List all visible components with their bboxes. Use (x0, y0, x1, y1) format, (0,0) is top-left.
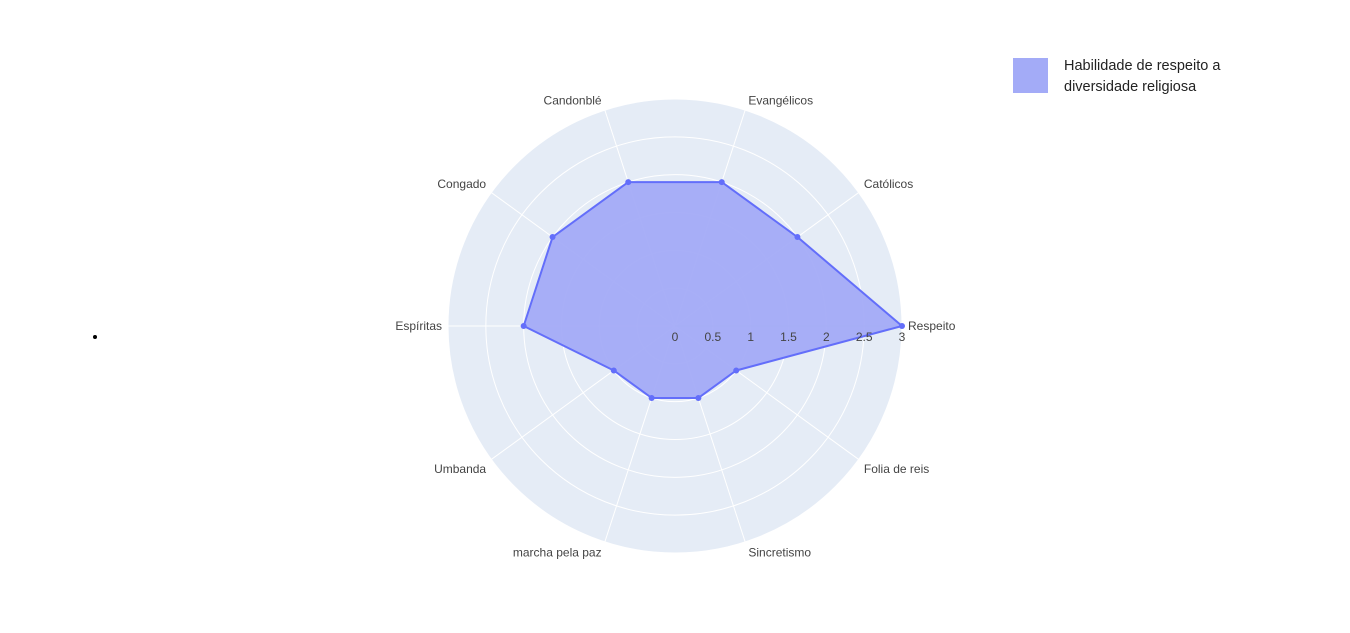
data-point-2[interactable] (794, 234, 801, 241)
series-layer (520, 179, 905, 401)
category-label: Católicos (864, 177, 913, 191)
data-point-7[interactable] (610, 367, 617, 374)
category-labels: Respeito Católicos Evangélicos Candonblé Con… (395, 93, 955, 559)
category-label: Folia de reis (864, 462, 929, 476)
stray-dot (93, 335, 97, 339)
category-label: Respeito (908, 319, 956, 333)
data-point-9[interactable] (695, 394, 702, 401)
category-label: Umbanda (434, 462, 486, 476)
radial-tick-label: 0 (672, 330, 679, 344)
radial-tick-label: 0.5 (704, 330, 721, 344)
radial-tick-label: 1.5 (780, 330, 797, 344)
data-point-6[interactable] (520, 323, 527, 329)
category-label: Congado (437, 177, 486, 191)
category-label: Espíritas (395, 319, 442, 333)
data-point-5[interactable] (549, 234, 556, 241)
radial-tick-label: 3 (899, 330, 906, 344)
legend-swatch[interactable] (1013, 58, 1048, 93)
category-label: marcha pela paz (513, 546, 602, 560)
data-point-10[interactable] (733, 367, 740, 374)
data-point-8[interactable] (648, 394, 655, 401)
category-label: Sincretismo (748, 546, 811, 560)
radial-tick-labels: 0 0.5 1 1.5 2 2.5 3 (672, 330, 906, 344)
data-point-3[interactable] (718, 179, 725, 186)
data-point-4[interactable] (625, 179, 632, 186)
category-label: Evangélicos (748, 93, 813, 107)
data-point-1[interactable] (899, 323, 905, 329)
legend-label[interactable]: Habilidade de respeito a diversidade rel… (1064, 58, 1221, 95)
radial-tick-label: 2.5 (856, 330, 873, 344)
radial-tick-label: 1 (747, 330, 754, 344)
legend[interactable]: Habilidade de respeito a diversidade rel… (1013, 56, 1264, 98)
category-label: Candonblé (544, 93, 602, 107)
radial-tick-label: 2 (823, 330, 830, 344)
